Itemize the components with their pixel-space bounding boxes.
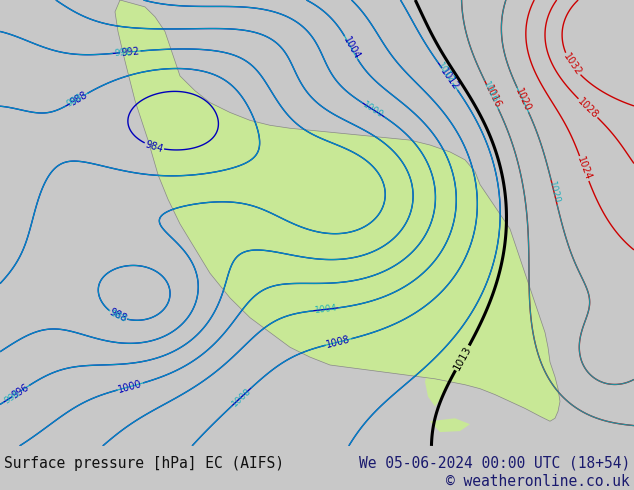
Text: 1020: 1020 — [513, 87, 533, 113]
Text: 1016: 1016 — [482, 84, 502, 110]
Text: 1004: 1004 — [314, 304, 338, 315]
Text: 1008: 1008 — [230, 386, 253, 408]
Text: 996: 996 — [10, 382, 31, 400]
Text: 996: 996 — [3, 388, 22, 405]
Polygon shape — [115, 0, 560, 421]
Text: 984: 984 — [144, 139, 164, 154]
Polygon shape — [430, 418, 470, 432]
Text: 988: 988 — [65, 93, 84, 109]
Text: © weatheronline.co.uk: © weatheronline.co.uk — [446, 474, 630, 489]
Text: 1020: 1020 — [547, 180, 561, 204]
Text: 992: 992 — [120, 46, 140, 58]
Text: 988: 988 — [107, 307, 128, 324]
Polygon shape — [425, 352, 450, 406]
Text: 1000: 1000 — [117, 378, 143, 394]
Text: 1004: 1004 — [340, 35, 361, 61]
Text: 992: 992 — [113, 48, 131, 58]
Text: 1028: 1028 — [576, 96, 600, 121]
Text: 1016: 1016 — [481, 80, 500, 105]
Text: 1008: 1008 — [325, 334, 351, 350]
Text: 1013: 1013 — [451, 344, 473, 372]
Text: 1012: 1012 — [435, 61, 456, 85]
Text: 988: 988 — [108, 308, 128, 324]
Text: 1000: 1000 — [361, 100, 385, 120]
Text: 988: 988 — [68, 90, 89, 107]
Text: 1032: 1032 — [561, 51, 583, 77]
Text: 1012: 1012 — [439, 66, 461, 92]
Text: 1024: 1024 — [575, 155, 593, 182]
Text: Surface pressure [hPa] EC (AIFS): Surface pressure [hPa] EC (AIFS) — [4, 456, 284, 471]
Text: We 05-06-2024 00:00 UTC (18+54): We 05-06-2024 00:00 UTC (18+54) — [359, 456, 630, 471]
